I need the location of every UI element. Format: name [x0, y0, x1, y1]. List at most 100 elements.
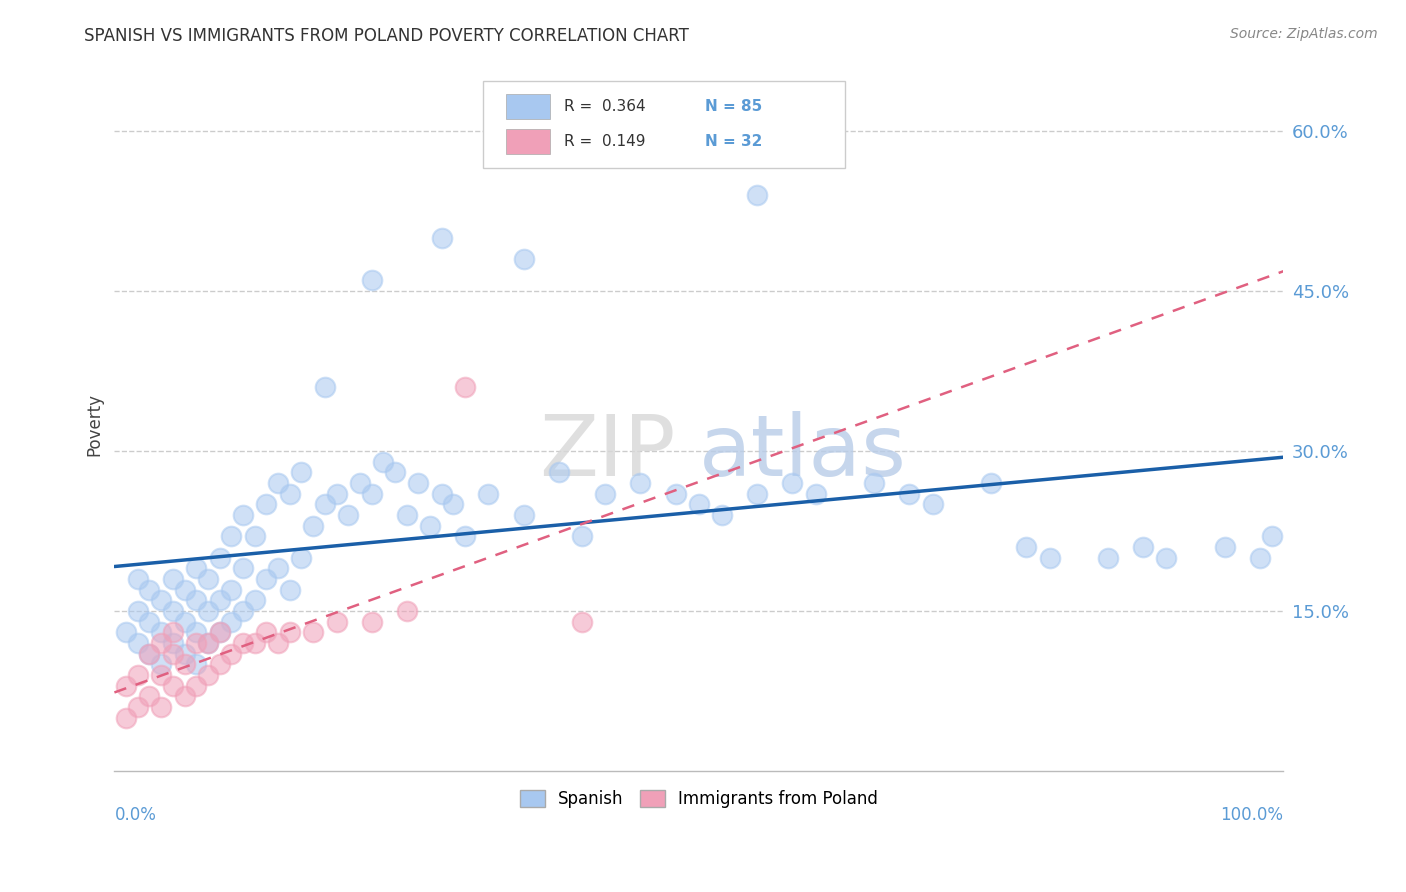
Text: Source: ZipAtlas.com: Source: ZipAtlas.com — [1230, 27, 1378, 41]
Point — [337, 508, 360, 522]
Point — [197, 604, 219, 618]
Point — [254, 625, 277, 640]
Point — [162, 604, 184, 618]
Text: N = 32: N = 32 — [704, 134, 762, 149]
FancyBboxPatch shape — [506, 94, 550, 119]
FancyBboxPatch shape — [506, 128, 550, 153]
Point — [278, 486, 301, 500]
Point — [232, 636, 254, 650]
Point — [115, 711, 138, 725]
Point — [232, 604, 254, 618]
Point — [173, 582, 195, 597]
Point — [512, 508, 534, 522]
Point — [863, 475, 886, 490]
Text: ZIP: ZIP — [538, 410, 675, 493]
Point — [384, 466, 406, 480]
Point — [454, 529, 477, 543]
Point — [162, 636, 184, 650]
Point — [360, 273, 382, 287]
Text: atlas: atlas — [699, 410, 907, 493]
Text: 0.0%: 0.0% — [114, 805, 156, 824]
FancyBboxPatch shape — [482, 81, 845, 168]
Point — [208, 625, 231, 640]
Point — [186, 625, 208, 640]
Point — [1213, 540, 1236, 554]
Point — [173, 657, 195, 672]
Point — [232, 561, 254, 575]
Point — [150, 625, 173, 640]
Point — [186, 636, 208, 650]
Point — [314, 497, 336, 511]
Point — [419, 518, 441, 533]
Point — [243, 529, 266, 543]
Point — [138, 647, 160, 661]
Point — [173, 690, 195, 704]
Point — [127, 668, 149, 682]
Point — [477, 486, 499, 500]
Point — [208, 657, 231, 672]
Point — [395, 604, 418, 618]
Point — [547, 466, 569, 480]
Point — [115, 679, 138, 693]
Legend: Spanish, Immigrants from Poland: Spanish, Immigrants from Poland — [513, 783, 884, 814]
Point — [162, 679, 184, 693]
Point — [221, 615, 243, 629]
Point — [441, 497, 464, 511]
Point — [454, 380, 477, 394]
Point — [197, 636, 219, 650]
Text: R =  0.364: R = 0.364 — [564, 99, 647, 114]
Point — [373, 455, 395, 469]
Point — [127, 636, 149, 650]
Point — [208, 550, 231, 565]
Point — [267, 561, 290, 575]
Point — [1097, 550, 1119, 565]
Point — [127, 604, 149, 618]
Point — [186, 561, 208, 575]
Point — [430, 486, 453, 500]
Point — [430, 230, 453, 244]
Point — [197, 668, 219, 682]
Point — [208, 625, 231, 640]
Y-axis label: Poverty: Poverty — [86, 392, 103, 456]
Text: N = 85: N = 85 — [704, 99, 762, 114]
Point — [221, 582, 243, 597]
Point — [278, 582, 301, 597]
Point — [571, 529, 593, 543]
Point — [162, 625, 184, 640]
Point — [747, 187, 769, 202]
Point — [804, 486, 827, 500]
Point — [138, 582, 160, 597]
Point — [162, 572, 184, 586]
Point — [349, 475, 371, 490]
Point — [278, 625, 301, 640]
Point — [267, 636, 290, 650]
Point — [254, 572, 277, 586]
Point — [115, 625, 138, 640]
Point — [162, 647, 184, 661]
Point — [980, 475, 1002, 490]
Point — [630, 475, 652, 490]
Text: SPANISH VS IMMIGRANTS FROM POLAND POVERTY CORRELATION CHART: SPANISH VS IMMIGRANTS FROM POLAND POVERT… — [84, 27, 689, 45]
Point — [302, 518, 325, 533]
Point — [314, 380, 336, 394]
Point — [186, 657, 208, 672]
Point — [150, 657, 173, 672]
Point — [208, 593, 231, 607]
Point — [408, 475, 430, 490]
Point — [1132, 540, 1154, 554]
Point — [150, 593, 173, 607]
Point — [138, 615, 160, 629]
Point — [254, 497, 277, 511]
Point — [1249, 550, 1271, 565]
Point — [243, 636, 266, 650]
Point — [290, 550, 312, 565]
Point — [512, 252, 534, 266]
Point — [571, 615, 593, 629]
Point — [150, 700, 173, 714]
Point — [325, 486, 347, 500]
Point — [360, 486, 382, 500]
Point — [711, 508, 734, 522]
Point — [747, 486, 769, 500]
Point — [921, 497, 943, 511]
Point — [221, 647, 243, 661]
